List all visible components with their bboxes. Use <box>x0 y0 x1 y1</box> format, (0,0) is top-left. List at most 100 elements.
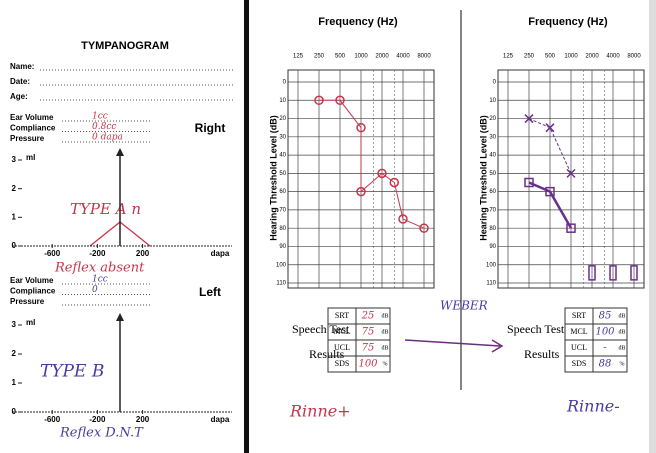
frequency-label: 250 <box>524 54 535 60</box>
y-tick-label: 40 <box>489 153 496 159</box>
y-tick-label: 3 <box>12 155 17 164</box>
handwritten-value: 1cc <box>92 275 108 285</box>
weber-arrow <box>404 339 504 353</box>
y-tick-label: 30 <box>279 134 286 140</box>
handwritten-value: 0 dapa <box>92 133 123 143</box>
speech-cell <box>355 355 391 373</box>
y-tick-label: 10 <box>489 98 496 104</box>
speech-unit: dB <box>618 313 625 319</box>
speech-unit: % <box>383 361 388 367</box>
x-tick-label: 200 <box>136 249 150 258</box>
right-ear-point <box>419 223 429 233</box>
x-tick-label: -200 <box>89 249 106 258</box>
frequency-label: 8000 <box>417 54 431 60</box>
handwritten-value: 0 <box>92 285 98 295</box>
rinne-left: Rinne- <box>566 397 620 416</box>
speech-value: 85 <box>599 311 612 322</box>
y-title: Hearing Threshold Level (dB) <box>268 115 278 241</box>
y-unit: ml <box>26 318 35 327</box>
x-tick-label: -200 <box>89 415 106 424</box>
x-tick-label: 200 <box>136 415 150 424</box>
right-reflex: Reflex absent <box>54 261 145 276</box>
y-tick-label: 60 <box>279 189 286 195</box>
y-tick-label: 2 <box>12 184 17 193</box>
y-tick-label: 0 <box>12 407 17 416</box>
speech-title: Speech Test <box>292 322 350 336</box>
speech-value: 25 <box>361 311 375 322</box>
right-ear-point <box>356 122 366 133</box>
y-tick-label: 40 <box>279 153 286 159</box>
y-tick-label: 0 <box>493 80 497 86</box>
speech-unit: % <box>620 361 625 367</box>
frequency-label: 2000 <box>585 54 599 60</box>
frequency-label: 1000 <box>354 54 368 60</box>
speech-row-label: SRT <box>335 311 349 320</box>
panel-divider <box>244 0 249 453</box>
speech-row-label: SDS <box>335 359 350 368</box>
y-tick-label: 100 <box>486 262 497 268</box>
speech-value: 75 <box>362 327 375 338</box>
x-title: Frequency (Hz) <box>318 16 398 28</box>
left-type: TYPE B <box>40 362 104 382</box>
frequency-label: 125 <box>293 54 304 60</box>
right-ear-point <box>314 95 324 106</box>
y-tick-label: 70 <box>489 207 496 213</box>
scan-edge <box>649 0 656 453</box>
y-unit: ml <box>26 153 35 162</box>
right-label: Right <box>195 121 226 135</box>
y-tick-label: 80 <box>279 226 286 232</box>
right-ear-point <box>335 95 345 106</box>
frequency-label: 125 <box>503 54 514 60</box>
y-tick-label: 100 <box>276 262 287 268</box>
speech-row-label: UCL <box>571 343 587 352</box>
y-tick-label: 70 <box>279 207 286 213</box>
speech-row-label: SRT <box>572 311 586 320</box>
speech-unit: dB <box>381 345 388 351</box>
y-tick-label: 50 <box>279 171 286 177</box>
tympanogram-title: TYMPANOGRAM <box>81 40 169 52</box>
y-tick-label: 90 <box>279 244 286 250</box>
x-tick-label: -600 <box>44 415 61 424</box>
left-ear-square <box>545 186 555 197</box>
rinne-right: Rinne+ <box>289 402 351 421</box>
y-tick-label: 90 <box>489 244 496 250</box>
speech-row-label: UCL <box>334 343 350 352</box>
measure-label: Ear Volume <box>10 276 54 285</box>
speech-value: - <box>603 343 607 354</box>
left-ear-x <box>566 168 576 178</box>
frequency-label: 500 <box>545 54 556 60</box>
x-title: Frequency (Hz) <box>528 16 608 28</box>
speech-row-label: SDS <box>572 359 587 368</box>
field-label: Date: <box>10 77 30 86</box>
y-title: Hearing Threshold Level (dB) <box>478 115 488 241</box>
measure-label: Compliance <box>10 287 56 296</box>
handwritten-value: 1cc <box>92 112 108 122</box>
y-tick-label: 110 <box>276 281 286 287</box>
speech-row-label: MCL <box>333 327 350 336</box>
speech-value: 100 <box>595 327 615 338</box>
speech-value: 100 <box>358 359 378 370</box>
threshold-line <box>528 181 573 229</box>
speech-cell <box>592 355 628 373</box>
field-label: Age: <box>10 92 28 101</box>
left-label: Left <box>199 285 221 299</box>
frequency-label: 1000 <box>564 54 578 60</box>
right-ear-point <box>377 168 387 179</box>
y-tick-label: 0 <box>12 241 17 250</box>
speech-unit: dB <box>618 345 625 351</box>
frequency-label: 8000 <box>627 54 641 60</box>
y-tick-label: 50 <box>489 171 496 177</box>
right-ear-point <box>398 214 408 224</box>
y-tick-label: 2 <box>12 349 17 358</box>
frequency-label: 500 <box>335 54 346 60</box>
right-ear-point <box>356 186 366 197</box>
y-tick-label: 1 <box>12 212 17 221</box>
left-ear-square <box>524 177 534 188</box>
y-tick-label: 3 <box>12 320 17 329</box>
speech-unit: dB <box>381 329 388 335</box>
measure-label: Ear Volume <box>10 113 54 122</box>
speech-subtitle: Results <box>309 347 345 361</box>
y-tick-label: 1 <box>12 378 17 387</box>
